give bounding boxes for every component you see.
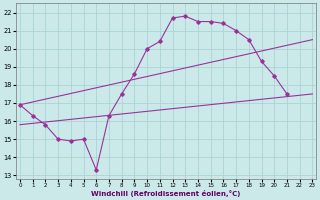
X-axis label: Windchill (Refroidissement éolien,°C): Windchill (Refroidissement éolien,°C) [92,190,241,197]
